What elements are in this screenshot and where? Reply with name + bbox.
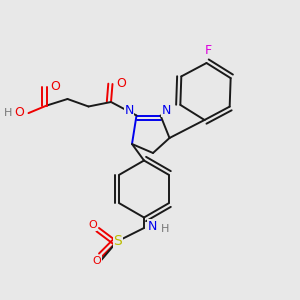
Text: H: H (4, 107, 12, 118)
Text: O: O (116, 77, 126, 90)
Text: N: N (162, 103, 171, 117)
Text: N: N (148, 220, 157, 233)
Text: O: O (50, 80, 60, 93)
Text: H: H (161, 224, 169, 234)
Text: O: O (92, 256, 101, 266)
Text: F: F (204, 44, 211, 57)
Text: O: O (88, 220, 97, 230)
Text: O: O (14, 106, 24, 119)
Text: N: N (124, 103, 134, 117)
Text: S: S (113, 234, 122, 248)
